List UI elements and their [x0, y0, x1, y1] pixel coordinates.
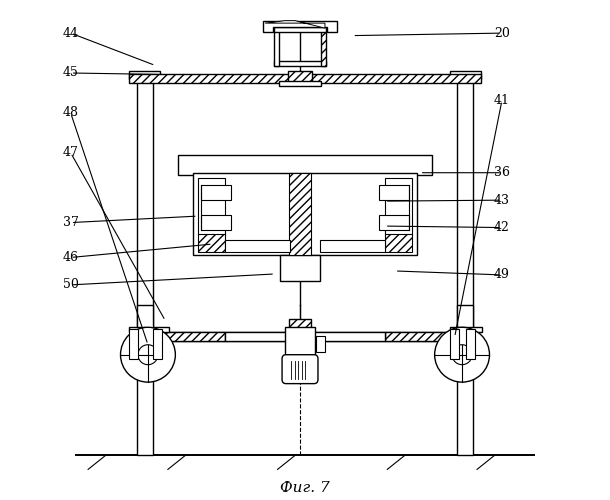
Text: 37: 37 — [63, 216, 79, 229]
Text: 42: 42 — [494, 221, 510, 234]
Bar — [465, 329, 475, 358]
Bar — [129, 72, 160, 80]
Bar — [137, 76, 153, 456]
Bar — [450, 72, 481, 80]
Bar — [193, 172, 417, 255]
Bar — [153, 329, 162, 358]
Bar — [225, 332, 385, 340]
Bar — [385, 178, 412, 235]
Circle shape — [121, 328, 175, 382]
Bar — [379, 185, 409, 200]
Bar — [385, 332, 447, 340]
Text: 41: 41 — [494, 94, 510, 107]
Circle shape — [452, 344, 472, 364]
Text: 43: 43 — [494, 194, 510, 206]
Bar — [385, 234, 412, 252]
FancyBboxPatch shape — [282, 354, 318, 384]
Bar — [279, 82, 321, 86]
Text: 48: 48 — [63, 106, 79, 120]
Bar — [285, 328, 315, 360]
Bar — [201, 185, 231, 200]
Bar — [198, 234, 225, 252]
Bar — [450, 327, 465, 332]
Bar — [274, 26, 326, 32]
Bar — [129, 327, 145, 332]
Bar — [274, 60, 326, 66]
Text: 44: 44 — [63, 26, 79, 40]
Bar — [457, 76, 473, 456]
Bar — [163, 332, 225, 340]
Text: 47: 47 — [63, 146, 79, 160]
Bar — [287, 70, 312, 83]
Bar — [129, 329, 138, 358]
Bar — [274, 28, 279, 66]
Bar — [321, 28, 326, 66]
Bar — [225, 240, 290, 252]
Circle shape — [435, 328, 489, 382]
Text: 20: 20 — [494, 26, 510, 40]
Polygon shape — [263, 20, 337, 32]
Bar — [320, 240, 385, 252]
Text: 36: 36 — [494, 166, 510, 179]
Text: 45: 45 — [63, 66, 79, 80]
Bar — [201, 215, 231, 230]
Bar — [129, 74, 481, 83]
Bar — [450, 329, 459, 358]
Text: 46: 46 — [63, 251, 79, 264]
Text: Фиг. 7: Фиг. 7 — [280, 482, 330, 496]
Bar — [465, 327, 481, 332]
Text: 50: 50 — [63, 278, 79, 291]
Bar — [280, 255, 320, 281]
Bar — [379, 215, 409, 230]
Bar — [137, 305, 153, 330]
Text: 49: 49 — [494, 268, 510, 281]
Bar — [289, 172, 311, 255]
Bar — [153, 327, 169, 332]
Circle shape — [138, 344, 158, 364]
Bar — [198, 178, 225, 235]
Bar — [178, 156, 432, 175]
Bar — [289, 320, 311, 332]
Polygon shape — [265, 20, 325, 28]
Bar — [457, 305, 473, 330]
Bar — [316, 336, 325, 352]
